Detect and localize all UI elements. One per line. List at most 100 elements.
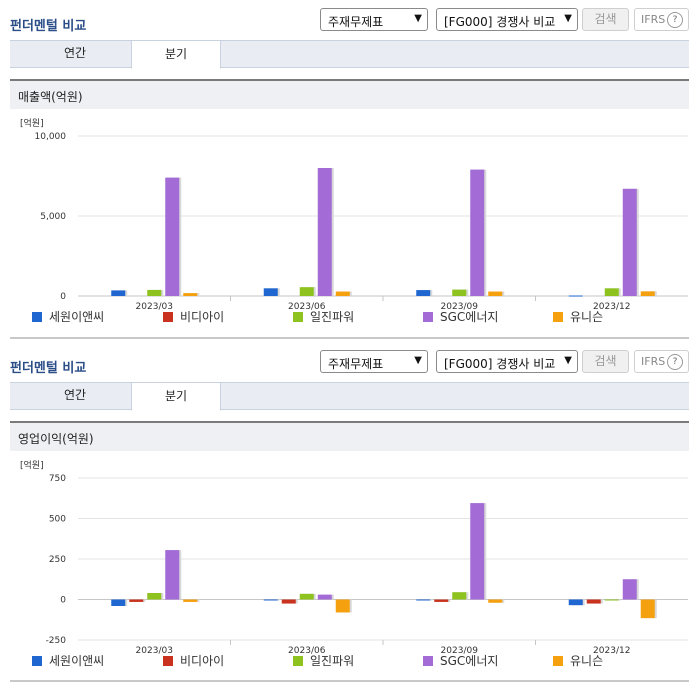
legend-label[interactable]: SGC에너지 bbox=[440, 654, 498, 668]
unit-label: [억원] bbox=[20, 459, 44, 471]
legend-swatch bbox=[293, 656, 303, 666]
bar[interactable] bbox=[281, 599, 296, 604]
bar[interactable] bbox=[434, 599, 449, 602]
legend-label[interactable]: 세원이앤씨 bbox=[49, 310, 104, 324]
bar[interactable] bbox=[165, 177, 180, 296]
legend-label[interactable]: SGC에너지 bbox=[440, 310, 498, 324]
y-tick-label: 10,000 bbox=[35, 132, 67, 142]
y-tick-label: 250 bbox=[49, 555, 66, 565]
y-tick-label: 0 bbox=[60, 596, 66, 606]
legend-label[interactable]: 비디아이 bbox=[180, 310, 224, 324]
legend-swatch bbox=[553, 656, 563, 666]
chevron-down-icon: ▼ bbox=[564, 13, 572, 24]
period-tabs: 연간 분기 bbox=[10, 382, 689, 411]
bar[interactable] bbox=[111, 599, 126, 606]
bar[interactable] bbox=[568, 599, 583, 606]
bar[interactable] bbox=[470, 503, 485, 600]
legend-label[interactable]: 유니슨 bbox=[570, 310, 603, 324]
bar[interactable] bbox=[165, 550, 180, 600]
bar[interactable] bbox=[470, 169, 485, 296]
chevron-down-icon: ▼ bbox=[564, 355, 572, 366]
chart-subtitle: 매출액(억원) bbox=[18, 90, 83, 104]
legend-label[interactable]: 일진파워 bbox=[310, 654, 354, 668]
bar[interactable] bbox=[263, 599, 278, 601]
bar[interactable] bbox=[183, 293, 198, 296]
legend-swatch bbox=[423, 656, 433, 666]
y-tick-label: -250 bbox=[46, 636, 67, 646]
x-tick-label: 2023/03 bbox=[136, 646, 173, 656]
x-tick-label: 2023/06 bbox=[288, 646, 326, 656]
legend-swatch bbox=[32, 656, 42, 666]
bar[interactable] bbox=[416, 290, 431, 296]
bar[interactable] bbox=[452, 592, 467, 600]
bar[interactable] bbox=[416, 599, 431, 601]
bar[interactable] bbox=[452, 289, 467, 296]
legend-swatch bbox=[553, 312, 563, 322]
chart-subtitle-bar: 영업이익(억원) bbox=[10, 421, 689, 451]
ifrs-button[interactable]: IFRS ? bbox=[634, 8, 689, 31]
bar[interactable] bbox=[317, 168, 332, 296]
bar[interactable] bbox=[586, 599, 601, 604]
y-tick-label: 0 bbox=[60, 292, 66, 302]
chevron-down-icon: ▼ bbox=[414, 355, 422, 366]
competitor-group-select[interactable]: [FG000] 경쟁사 비교 ▼ bbox=[436, 8, 578, 31]
divider bbox=[10, 337, 689, 339]
search-button[interactable]: 검색 bbox=[582, 350, 629, 373]
competitor-group-select[interactable]: [FG000] 경쟁사 비교 ▼ bbox=[436, 350, 578, 373]
operating-profit-bar-chart: [억원] -250 0 250 500 750 2023/03 2023/06 2023/09 2… bbox=[20, 459, 688, 668]
divider bbox=[10, 680, 689, 682]
ifrs-button[interactable]: IFRS ? bbox=[634, 350, 689, 373]
legend-label[interactable]: 유니슨 bbox=[570, 654, 603, 668]
legend-swatch bbox=[163, 312, 173, 322]
bar[interactable] bbox=[299, 287, 314, 296]
tab-annual[interactable]: 연간 bbox=[63, 46, 87, 60]
statement-type-select[interactable]: 주재무제표 ▼ bbox=[320, 350, 428, 373]
help-icon[interactable]: ? bbox=[667, 354, 683, 370]
bar[interactable] bbox=[640, 291, 655, 296]
bar[interactable] bbox=[335, 599, 350, 613]
y-tick-label: 500 bbox=[49, 515, 66, 525]
revenue-bar-chart: [억원] 0 5,000 10,000 2023/03 2023/06 2023/09 202… bbox=[20, 117, 688, 324]
x-tick-label: 2023/12 bbox=[593, 302, 630, 312]
bar[interactable] bbox=[111, 290, 126, 296]
tab-quarterly[interactable]: 분기 bbox=[131, 382, 221, 411]
statement-type-select[interactable]: 주재무제표 ▼ bbox=[320, 8, 428, 31]
search-button[interactable]: 검색 bbox=[582, 8, 629, 31]
bar[interactable] bbox=[604, 288, 619, 296]
legend-label[interactable]: 비디아이 bbox=[180, 654, 224, 668]
bar[interactable] bbox=[147, 289, 162, 296]
y-tick-label: 750 bbox=[49, 474, 66, 484]
section-header: 펀더멘털 비교 주재무제표 ▼ [FG000] 경쟁사 비교 ▼ 검색 IFRS… bbox=[0, 350, 696, 380]
bar[interactable] bbox=[299, 593, 314, 600]
section-title: 펀더멘털 비교 bbox=[10, 19, 87, 34]
period-tabs: 연간 분기 bbox=[10, 40, 689, 69]
legend-swatch bbox=[423, 312, 433, 322]
legend-label[interactable]: 세원이앤씨 bbox=[49, 654, 104, 668]
x-tick-label: 2023/03 bbox=[136, 302, 173, 312]
bar[interactable] bbox=[147, 593, 162, 600]
bar[interactable] bbox=[622, 579, 637, 600]
bar[interactable] bbox=[317, 594, 332, 600]
bar[interactable] bbox=[335, 291, 350, 296]
bar[interactable] bbox=[640, 599, 655, 619]
bar[interactable] bbox=[568, 295, 583, 297]
section-header: 펀더멘털 비교 주재무제표 ▼ [FG000] 경쟁사 비교 ▼ 검색 IFRS… bbox=[0, 8, 696, 38]
help-icon[interactable]: ? bbox=[667, 12, 683, 28]
x-tick-label: 2023/09 bbox=[441, 302, 479, 312]
bar[interactable] bbox=[129, 599, 144, 602]
unit-label: [억원] bbox=[20, 117, 44, 129]
bar[interactable] bbox=[263, 288, 278, 296]
chevron-down-icon: ▼ bbox=[414, 13, 422, 24]
legend-swatch bbox=[163, 656, 173, 666]
bar[interactable] bbox=[622, 188, 637, 296]
legend-label[interactable]: 일진파워 bbox=[310, 310, 354, 324]
tab-quarterly[interactable]: 분기 bbox=[131, 40, 221, 69]
bar[interactable] bbox=[183, 599, 198, 602]
x-tick-label: 2023/12 bbox=[593, 646, 630, 656]
bar[interactable] bbox=[488, 599, 503, 603]
bar[interactable] bbox=[488, 291, 503, 296]
tab-annual[interactable]: 연간 bbox=[63, 388, 87, 402]
bar[interactable] bbox=[604, 599, 619, 601]
y-tick-label: 5,000 bbox=[40, 212, 66, 222]
legend-swatch bbox=[293, 312, 303, 322]
